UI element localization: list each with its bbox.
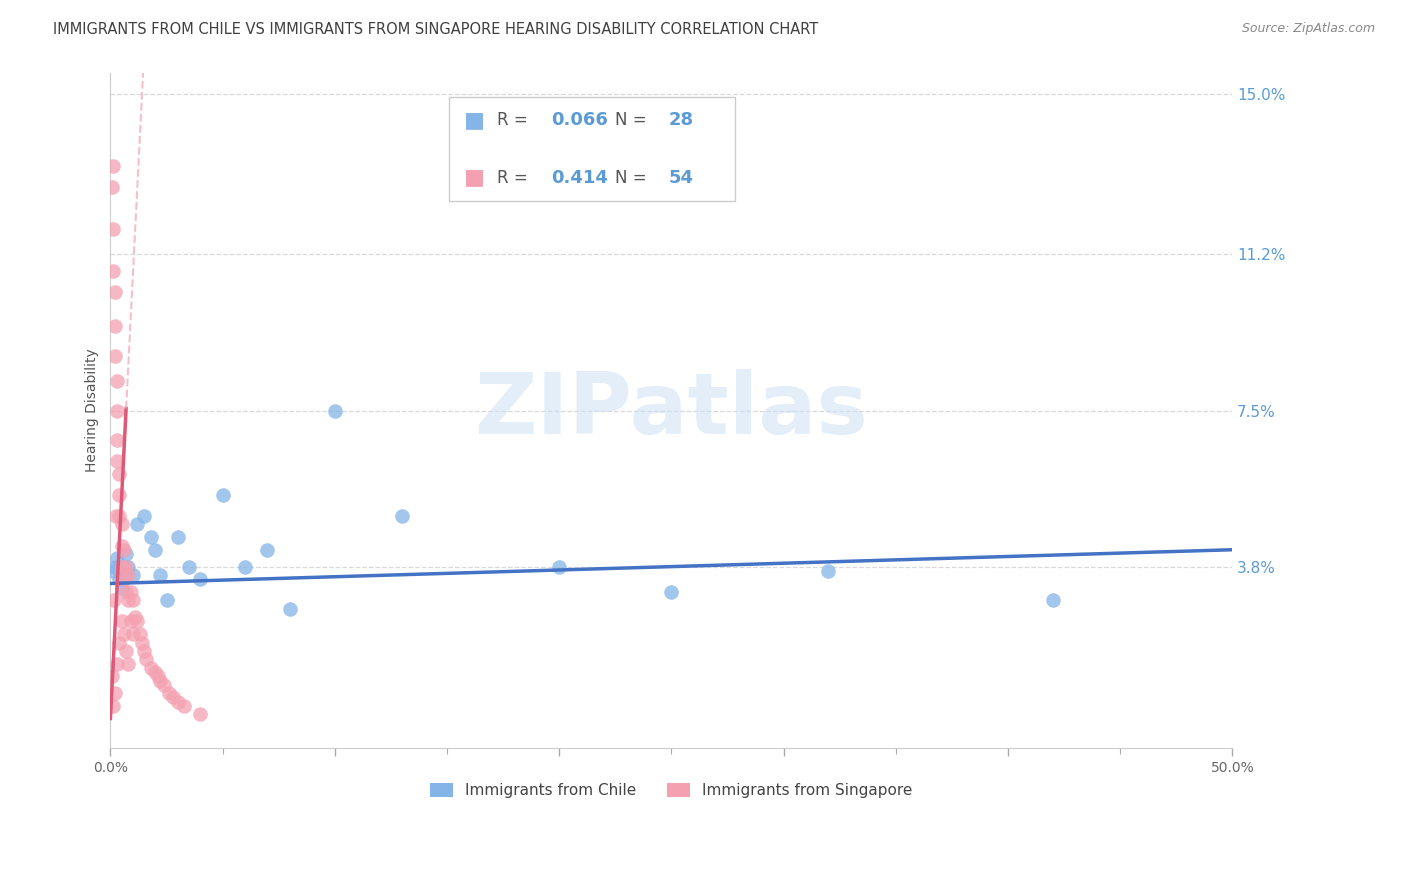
Point xyxy=(153,678,176,692)
Point xyxy=(146,669,169,683)
Point xyxy=(188,572,211,586)
Point xyxy=(391,508,413,523)
Point xyxy=(127,615,149,629)
Point xyxy=(166,695,188,709)
Point xyxy=(101,264,124,278)
Point xyxy=(121,568,143,582)
Point xyxy=(124,610,146,624)
Point xyxy=(211,488,233,502)
Point xyxy=(111,615,134,629)
Point xyxy=(117,593,139,607)
Point xyxy=(162,690,184,705)
Point xyxy=(1042,593,1064,607)
Point xyxy=(115,585,138,599)
Point xyxy=(117,657,139,671)
Point xyxy=(177,559,200,574)
Point xyxy=(132,508,155,523)
Point xyxy=(105,433,128,447)
Point xyxy=(233,559,256,574)
Point xyxy=(131,635,153,649)
Point xyxy=(120,615,142,629)
Text: Source: ZipAtlas.com: Source: ZipAtlas.com xyxy=(1241,22,1375,36)
Point xyxy=(111,517,134,532)
Point xyxy=(548,559,571,574)
Text: 28: 28 xyxy=(669,112,695,129)
Point xyxy=(104,349,127,363)
Text: 0.414: 0.414 xyxy=(551,169,609,186)
Point xyxy=(112,572,135,586)
Point xyxy=(120,585,142,599)
Point xyxy=(121,627,143,641)
Point xyxy=(104,285,127,300)
Point xyxy=(155,593,177,607)
Point xyxy=(135,652,157,666)
Point xyxy=(115,559,138,574)
Point xyxy=(112,568,135,582)
Point xyxy=(659,585,682,599)
Point xyxy=(108,572,131,586)
Point xyxy=(108,467,131,481)
Point xyxy=(105,403,128,417)
Text: N =: N = xyxy=(616,169,647,186)
Point xyxy=(143,542,166,557)
Point xyxy=(100,669,122,683)
Point xyxy=(115,644,138,658)
Point xyxy=(127,517,149,532)
Point xyxy=(104,319,127,334)
Point xyxy=(105,374,128,388)
Text: R =: R = xyxy=(498,112,529,129)
Point xyxy=(104,559,127,574)
Point xyxy=(104,686,127,700)
Point xyxy=(101,159,124,173)
Text: 0.066: 0.066 xyxy=(551,112,609,129)
Point xyxy=(132,644,155,658)
Point xyxy=(108,508,131,523)
Point xyxy=(108,488,131,502)
Point xyxy=(117,559,139,574)
Text: N =: N = xyxy=(616,112,647,129)
Point xyxy=(117,568,139,582)
Point xyxy=(157,686,180,700)
Point xyxy=(323,403,346,417)
Point xyxy=(112,542,135,557)
Point xyxy=(256,542,278,557)
Point xyxy=(103,593,125,607)
Y-axis label: Hearing Disability: Hearing Disability xyxy=(86,349,100,473)
Point xyxy=(105,454,128,468)
Text: ■: ■ xyxy=(464,168,485,187)
Text: 54: 54 xyxy=(669,169,695,186)
Point xyxy=(111,559,134,574)
Point xyxy=(101,222,124,236)
Point xyxy=(166,530,188,544)
Text: R =: R = xyxy=(498,169,529,186)
Point xyxy=(143,665,166,679)
Point xyxy=(111,581,134,595)
Point xyxy=(139,530,162,544)
Point xyxy=(149,673,172,688)
FancyBboxPatch shape xyxy=(450,96,735,202)
Point xyxy=(115,547,138,561)
Point xyxy=(108,635,131,649)
Point xyxy=(173,698,195,713)
Text: ZIPatlas: ZIPatlas xyxy=(474,369,869,452)
Point xyxy=(100,180,122,194)
Point xyxy=(121,593,143,607)
Point xyxy=(188,707,211,722)
Point xyxy=(149,568,172,582)
Point xyxy=(817,564,839,578)
Point xyxy=(101,564,124,578)
Point xyxy=(111,539,134,553)
Point xyxy=(128,627,150,641)
Point xyxy=(105,657,128,671)
Legend: Immigrants from Chile, Immigrants from Singapore: Immigrants from Chile, Immigrants from S… xyxy=(425,777,918,805)
Text: IMMIGRANTS FROM CHILE VS IMMIGRANTS FROM SINGAPORE HEARING DISABILITY CORRELATIO: IMMIGRANTS FROM CHILE VS IMMIGRANTS FROM… xyxy=(53,22,818,37)
Point xyxy=(105,551,128,566)
Point xyxy=(139,661,162,675)
Point xyxy=(278,602,301,616)
Text: ■: ■ xyxy=(464,111,485,130)
Point xyxy=(105,508,128,523)
Point xyxy=(112,627,135,641)
Point xyxy=(101,698,124,713)
